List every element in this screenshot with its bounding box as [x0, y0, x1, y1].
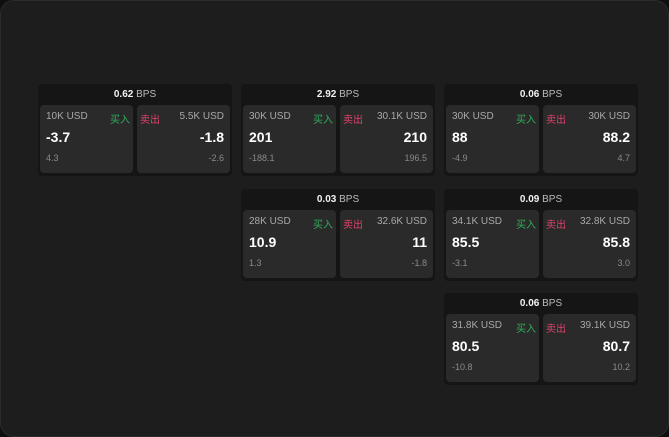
- sell-label[interactable]: 卖出: [546, 115, 566, 126]
- buy-box[interactable]: 10K USD 买入 -3.7 4.3: [40, 105, 133, 173]
- bid-size: 34.1K USD: [452, 216, 503, 227]
- spread-unit: BPS: [542, 298, 563, 309]
- ask-price: -1.8: [199, 129, 224, 145]
- buy-label[interactable]: 买入: [313, 220, 333, 231]
- buy-box[interactable]: 28K USD 买入 10.9 1.3: [243, 210, 336, 278]
- spread-header: 0.06 BPS: [444, 84, 638, 105]
- bid-size: 30K USD: [249, 111, 291, 122]
- bid-change: -4.9: [452, 153, 468, 163]
- ask-change: 3.0: [617, 258, 630, 268]
- spread-unit: BPS: [542, 89, 563, 100]
- sell-box[interactable]: 39.1K USD 卖出 80.7 10.2: [543, 314, 636, 382]
- bid-change: -10.8: [452, 362, 473, 372]
- spread-value: 0.62: [113, 89, 134, 100]
- ask-size: 30.1K USD: [376, 111, 427, 122]
- spread-header: 0.62 BPS: [38, 84, 232, 105]
- sell-box[interactable]: 32.8K USD 卖出 85.8 3.0: [543, 210, 636, 278]
- quote-panel: 0.06 BPS 31.8K USD 买入 80.5 -10.8 39.1K U…: [444, 293, 638, 385]
- bid-price: 88: [452, 129, 468, 145]
- bid-size: 31.8K USD: [452, 320, 503, 331]
- ask-size: 30K USD: [588, 111, 630, 122]
- sell-label[interactable]: 卖出: [140, 115, 160, 126]
- buy-label[interactable]: 买入: [516, 115, 536, 126]
- buy-box[interactable]: 30K USD 买入 88 -4.9: [446, 105, 539, 173]
- ask-price: 210: [403, 129, 427, 145]
- sell-box[interactable]: 30.1K USD 卖出 210 196.5: [340, 105, 433, 173]
- spread-value: 0.06: [519, 89, 540, 100]
- spread-unit: BPS: [339, 89, 360, 100]
- bid-price: 10.9: [249, 234, 277, 250]
- buy-label[interactable]: 买入: [110, 115, 130, 126]
- ask-size: 32.8K USD: [579, 216, 630, 227]
- spread-value: 0.06: [519, 298, 540, 309]
- sell-label[interactable]: 卖出: [546, 220, 566, 231]
- ask-price: 88.2: [602, 129, 630, 145]
- spread-header: 2.92 BPS: [241, 84, 435, 105]
- ask-size: 39.1K USD: [579, 320, 630, 331]
- sell-box[interactable]: 5.5K USD 卖出 -1.8 -2.6: [137, 105, 230, 173]
- sell-box[interactable]: 30K USD 卖出 88.2 4.7: [543, 105, 636, 173]
- quote-panel: 0.62 BPS 10K USD 买入 -3.7 4.3 5.5K USD 卖出…: [38, 84, 232, 176]
- sell-label[interactable]: 卖出: [546, 324, 566, 335]
- spread-value: 0.03: [316, 194, 337, 205]
- spread-header: 0.06 BPS: [444, 293, 638, 314]
- bid-size: 30K USD: [452, 111, 494, 122]
- buy-box[interactable]: 30K USD 买入 201 -188.1: [243, 105, 336, 173]
- bid-change: -3.1: [452, 258, 468, 268]
- ask-change: -1.8: [411, 258, 427, 268]
- ask-size: 32.6K USD: [376, 216, 427, 227]
- ask-change: -2.6: [208, 153, 224, 163]
- bid-price: 80.5: [452, 338, 480, 354]
- bid-price: 201: [249, 129, 273, 145]
- spread-header: 0.03 BPS: [241, 189, 435, 210]
- ask-change: 4.7: [617, 153, 630, 163]
- spread-unit: BPS: [542, 194, 563, 205]
- spread-value: 0.09: [519, 194, 540, 205]
- ask-size: 5.5K USD: [179, 111, 224, 122]
- sell-box[interactable]: 32.6K USD 卖出 11 -1.8: [340, 210, 433, 278]
- buy-label[interactable]: 买入: [516, 324, 536, 335]
- ask-price: 85.8: [602, 234, 630, 250]
- spread-header: 0.09 BPS: [444, 189, 638, 210]
- spread-value: 2.92: [316, 89, 337, 100]
- bid-change: 1.3: [249, 258, 262, 268]
- bid-size: 28K USD: [249, 216, 291, 227]
- bid-size: 10K USD: [46, 111, 88, 122]
- buy-box[interactable]: 34.1K USD 买入 85.5 -3.1: [446, 210, 539, 278]
- bid-price: -3.7: [46, 129, 71, 145]
- buy-box[interactable]: 31.8K USD 买入 80.5 -10.8: [446, 314, 539, 382]
- bid-change: -188.1: [249, 153, 275, 163]
- buy-label[interactable]: 买入: [313, 115, 333, 126]
- sell-label[interactable]: 卖出: [343, 115, 363, 126]
- spread-unit: BPS: [136, 89, 157, 100]
- spread-unit: BPS: [339, 194, 360, 205]
- bid-change: 4.3: [46, 153, 59, 163]
- bid-price: 85.5: [452, 234, 480, 250]
- sell-label[interactable]: 卖出: [343, 220, 363, 231]
- ask-change: 196.5: [404, 153, 427, 163]
- ask-change: 10.2: [612, 362, 630, 372]
- ask-price: 11: [412, 234, 427, 250]
- quote-panel: 0.06 BPS 30K USD 买入 88 -4.9 30K USD 卖出 8…: [444, 84, 638, 176]
- quote-panel: 2.92 BPS 30K USD 买入 201 -188.1 30.1K USD…: [241, 84, 435, 176]
- ask-price: 80.7: [602, 338, 630, 354]
- quote-panel: 0.03 BPS 28K USD 买入 10.9 1.3 32.6K USD 卖…: [241, 189, 435, 281]
- quote-panel: 0.09 BPS 34.1K USD 买入 85.5 -3.1 32.8K US…: [444, 189, 638, 281]
- buy-label[interactable]: 买入: [516, 220, 536, 231]
